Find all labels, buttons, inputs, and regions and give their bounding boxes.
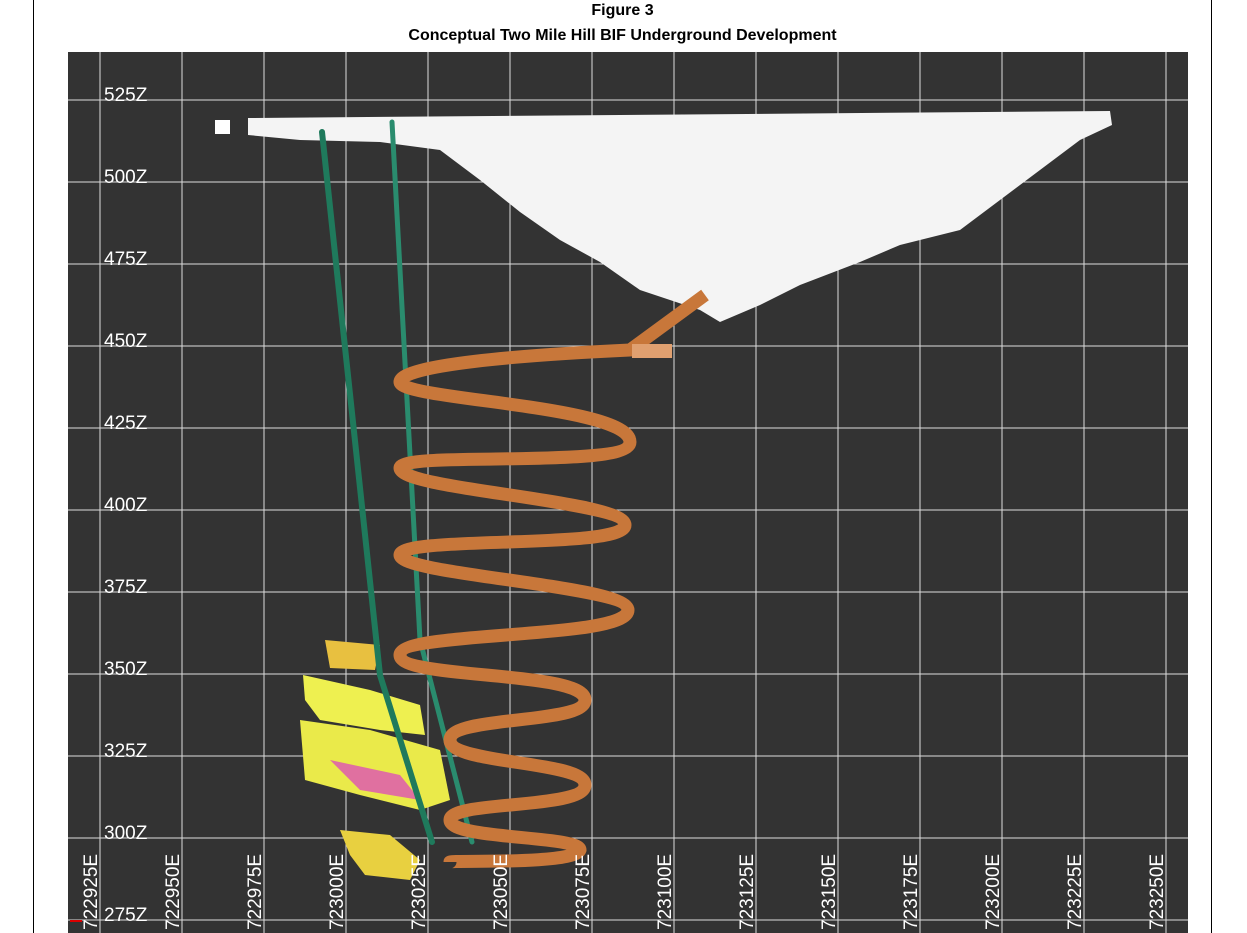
- ore-body: [325, 640, 380, 670]
- z-label: 400Z: [104, 495, 148, 516]
- pit-block: [215, 120, 230, 134]
- e-label: 722925E: [81, 854, 102, 930]
- e-label: 723025E: [409, 854, 430, 930]
- portal: [632, 344, 672, 358]
- e-label: 723125E: [737, 854, 758, 930]
- scene: 525Z 500Z 475Z 450Z 425Z 400Z 375Z 350Z 325Z 300Z…: [0, 0, 1247, 933]
- z-label: 475Z: [104, 249, 148, 270]
- z-label: 375Z: [104, 577, 148, 598]
- z-label: 450Z: [104, 331, 148, 352]
- e-label: 722975E: [245, 854, 266, 930]
- page: Figure 3 Conceptual Two Mile Hill BIF Un…: [0, 0, 1247, 933]
- z-label: 325Z: [104, 741, 148, 762]
- e-label: 723150E: [819, 854, 840, 930]
- e-label: 723250E: [1147, 854, 1168, 930]
- e-label: 723000E: [327, 854, 348, 930]
- z-label: 525Z: [104, 85, 148, 106]
- e-label: 723200E: [983, 854, 1004, 930]
- e-label: 723075E: [573, 854, 594, 930]
- e-label: 723225E: [1065, 854, 1086, 930]
- z-label: 300Z: [104, 823, 148, 844]
- e-label: 723100E: [655, 854, 676, 930]
- z-label: 350Z: [104, 659, 148, 680]
- e-label: 723175E: [901, 854, 922, 930]
- z-label: 425Z: [104, 413, 148, 434]
- z-label: 500Z: [104, 167, 148, 188]
- e-label: 723050E: [491, 854, 512, 930]
- z-label: 275Z: [104, 905, 148, 926]
- e-label: 722950E: [163, 854, 184, 930]
